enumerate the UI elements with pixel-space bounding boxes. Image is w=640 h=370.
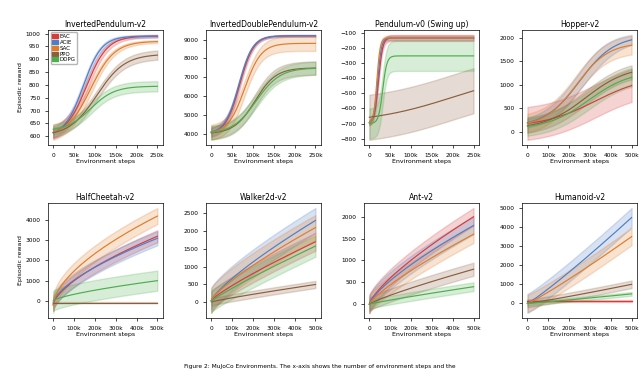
X-axis label: Environment steps: Environment steps — [392, 332, 451, 337]
Legend: EAC, ACIE, SAC, PPO, DDPG: EAC, ACIE, SAC, PPO, DDPG — [51, 33, 77, 64]
Y-axis label: Episodic reward: Episodic reward — [17, 236, 22, 285]
Y-axis label: Episodic reward: Episodic reward — [18, 63, 22, 112]
Text: Figure 2: MuJoCo Environments. The x-axis shows the number of environment steps : Figure 2: MuJoCo Environments. The x-axi… — [184, 364, 456, 369]
Title: Walker2d-v2: Walker2d-v2 — [239, 193, 287, 202]
Title: InvertedDoublePendulum-v2: InvertedDoublePendulum-v2 — [209, 20, 318, 29]
X-axis label: Environment steps: Environment steps — [76, 159, 135, 164]
X-axis label: Environment steps: Environment steps — [76, 332, 135, 337]
Title: Pendulum-v0 (Swing up): Pendulum-v0 (Swing up) — [374, 20, 468, 29]
Title: HalfCheetah-v2: HalfCheetah-v2 — [76, 193, 135, 202]
Title: InvertedPendulum-v2: InvertedPendulum-v2 — [64, 20, 147, 29]
Title: Ant-v2: Ant-v2 — [409, 193, 434, 202]
X-axis label: Environment steps: Environment steps — [392, 159, 451, 164]
X-axis label: Environment steps: Environment steps — [550, 332, 609, 337]
Title: Humanoid-v2: Humanoid-v2 — [554, 193, 605, 202]
Title: Hopper-v2: Hopper-v2 — [560, 20, 599, 29]
X-axis label: Environment steps: Environment steps — [234, 332, 293, 337]
X-axis label: Environment steps: Environment steps — [234, 159, 293, 164]
X-axis label: Environment steps: Environment steps — [550, 159, 609, 164]
